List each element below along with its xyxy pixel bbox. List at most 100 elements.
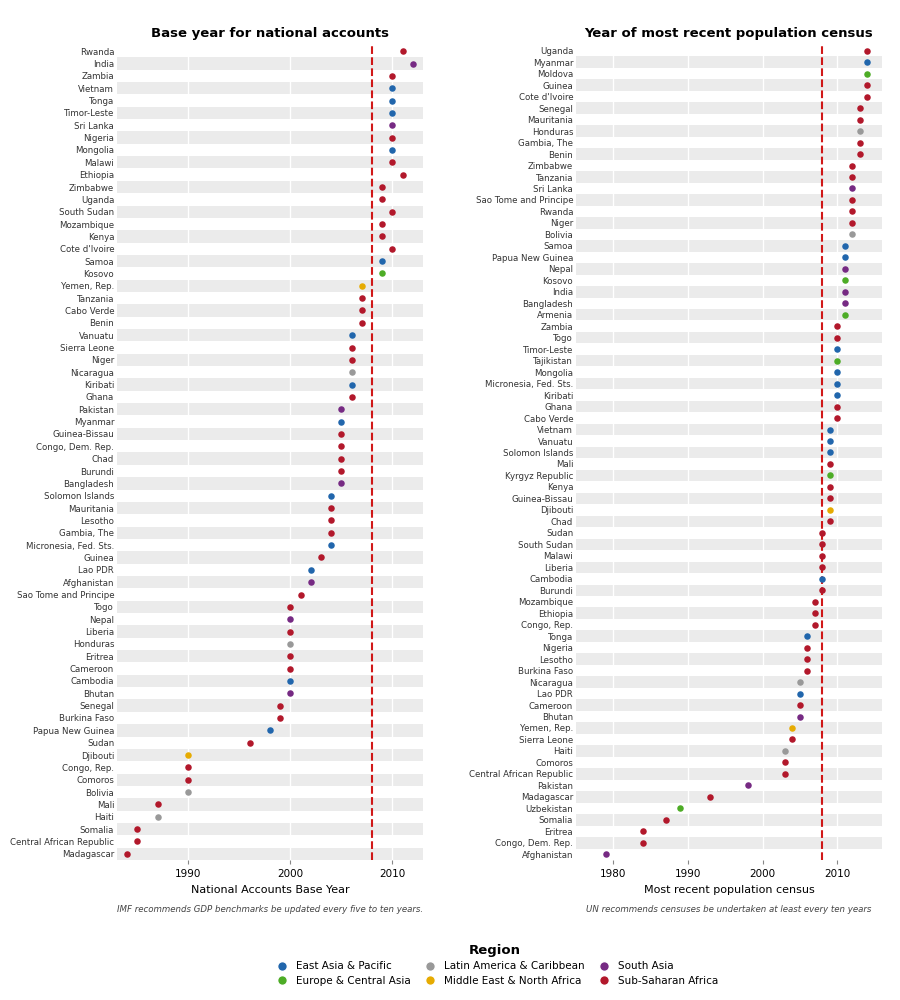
Point: [263, 722, 277, 738]
Point: [345, 340, 359, 356]
Bar: [576, 240, 882, 252]
Bar: [117, 477, 423, 490]
Point: [375, 228, 390, 244]
Point: [355, 290, 369, 306]
Bar: [117, 514, 423, 527]
Bar: [576, 56, 882, 68]
Point: [314, 549, 328, 565]
Point: [815, 582, 830, 598]
Point: [406, 56, 420, 72]
Point: [334, 426, 348, 442]
Bar: [117, 292, 423, 304]
Point: [852, 100, 867, 116]
Bar: [576, 481, 882, 493]
Point: [800, 628, 814, 644]
Bar: [117, 206, 423, 218]
Bar: [576, 837, 882, 849]
Bar: [576, 745, 882, 757]
Point: [334, 463, 348, 479]
Bar: [117, 230, 423, 243]
Bar: [117, 551, 423, 564]
Point: [385, 142, 400, 158]
Bar: [576, 45, 882, 56]
Point: [703, 789, 717, 805]
Point: [830, 410, 844, 426]
Bar: [117, 811, 423, 823]
Bar: [576, 665, 882, 676]
Point: [303, 574, 318, 590]
Point: [130, 821, 145, 837]
Point: [830, 330, 844, 346]
Bar: [117, 70, 423, 82]
Point: [800, 640, 814, 656]
Point: [793, 674, 807, 690]
Bar: [576, 389, 882, 401]
X-axis label: National Accounts Base Year: National Accounts Base Year: [191, 885, 349, 895]
Bar: [117, 625, 423, 638]
Point: [345, 352, 359, 368]
Point: [815, 559, 830, 575]
Bar: [576, 814, 882, 826]
Point: [375, 216, 390, 232]
Bar: [576, 516, 882, 527]
Bar: [576, 412, 882, 424]
Point: [324, 537, 338, 553]
Point: [181, 759, 195, 775]
Bar: [117, 317, 423, 329]
Bar: [117, 786, 423, 798]
Point: [284, 636, 298, 652]
Legend: East Asia & Pacific, Europe & Central Asia, Latin America & Caribbean, Middle Ea: East Asia & Pacific, Europe & Central As…: [267, 940, 723, 990]
Bar: [576, 401, 882, 412]
Bar: [117, 45, 423, 57]
Bar: [117, 255, 423, 267]
Bar: [576, 91, 882, 102]
Bar: [117, 588, 423, 601]
Bar: [576, 286, 882, 298]
Point: [334, 438, 348, 454]
Bar: [117, 848, 423, 860]
Point: [852, 123, 867, 139]
Point: [334, 414, 348, 430]
Text: UN recommends censuses be undertaken at least every ten years: UN recommends censuses be undertaken at …: [586, 905, 872, 914]
Point: [345, 364, 359, 380]
Point: [303, 562, 318, 578]
Bar: [576, 114, 882, 125]
Point: [355, 302, 369, 318]
Bar: [117, 366, 423, 378]
Point: [838, 272, 852, 288]
Bar: [576, 263, 882, 275]
Bar: [117, 749, 423, 761]
Point: [793, 686, 807, 702]
Bar: [117, 144, 423, 156]
Point: [823, 433, 837, 449]
Bar: [576, 849, 882, 860]
Bar: [117, 181, 423, 193]
Bar: [576, 607, 882, 619]
Point: [860, 66, 874, 82]
Bar: [117, 761, 423, 774]
Bar: [576, 148, 882, 160]
Point: [830, 341, 844, 357]
Point: [845, 192, 859, 208]
Point: [385, 241, 400, 257]
Point: [181, 784, 195, 800]
Bar: [117, 243, 423, 255]
Bar: [576, 298, 882, 309]
Bar: [117, 94, 423, 107]
Point: [778, 754, 792, 770]
Point: [807, 594, 822, 610]
Title: Year of most recent population census: Year of most recent population census: [585, 27, 873, 40]
Bar: [117, 490, 423, 502]
Bar: [117, 527, 423, 539]
Point: [845, 215, 859, 231]
Bar: [117, 329, 423, 341]
Point: [778, 766, 792, 782]
Bar: [576, 79, 882, 91]
Bar: [576, 160, 882, 171]
Point: [815, 536, 830, 552]
Point: [830, 387, 844, 403]
Bar: [117, 391, 423, 403]
Bar: [576, 791, 882, 803]
Bar: [117, 107, 423, 119]
Point: [385, 117, 400, 133]
